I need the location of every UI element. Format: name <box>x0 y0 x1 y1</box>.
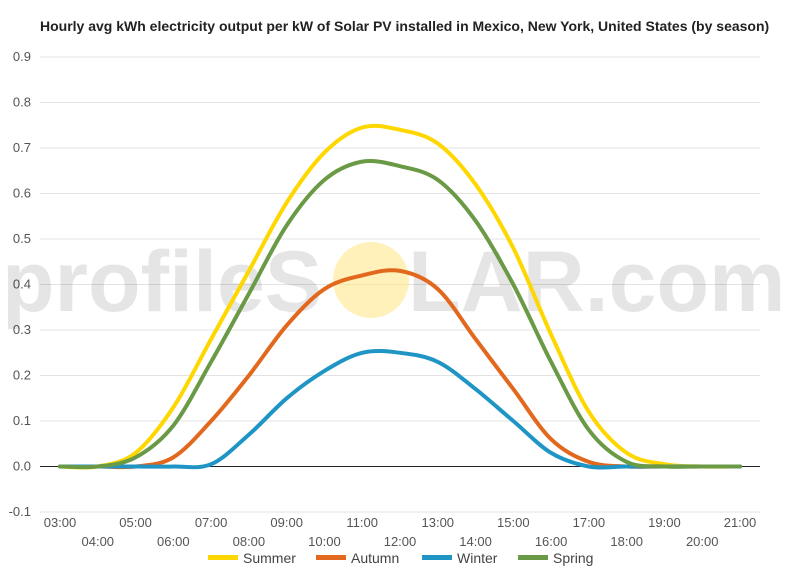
x-tick-label: 05:00 <box>119 515 152 530</box>
legend-swatch-spring <box>518 555 548 560</box>
series-line-summer <box>58 123 742 470</box>
x-tick-label: 13:00 <box>422 515 455 530</box>
y-tick-label: 0.7 <box>13 140 31 155</box>
legend-swatch-winter <box>422 555 452 560</box>
watermark-text-right: LAR.com <box>408 234 785 330</box>
legend-label-summer: Summer <box>243 550 296 566</box>
x-tick-label: 16:00 <box>535 534 568 549</box>
y-tick-label: 0.2 <box>13 368 31 383</box>
x-tick-label: 11:00 <box>346 515 378 530</box>
y-tick-label: 0.8 <box>13 95 31 110</box>
series-lines <box>58 123 742 470</box>
legend-label-autumn: Autumn <box>351 550 399 566</box>
x-tick-label: 19:00 <box>648 515 681 530</box>
x-tick-label: 09:00 <box>270 515 303 530</box>
watermark-sun-icon <box>333 242 409 318</box>
x-tick-label: 20:00 <box>686 534 719 549</box>
series-line-winter <box>58 349 742 470</box>
y-axis-ticks: -0.1 0.0 0.1 0.2 0.3 0.4 0.5 0.6 0.7 0.8 0.9 <box>9 49 31 519</box>
legend-label-spring: Spring <box>553 550 593 566</box>
x-tick-label: 18:00 <box>610 534 643 549</box>
x-tick-label: 04:00 <box>82 534 115 549</box>
y-tick-label: 0.6 <box>13 186 31 201</box>
y-tick-label: 0.9 <box>13 49 31 64</box>
x-tick-label: 14:00 <box>459 534 492 549</box>
legend-label-winter: Winter <box>457 550 498 566</box>
y-tick-label: 0.3 <box>13 322 31 337</box>
x-tick-label: 08:00 <box>233 534 266 549</box>
watermark: profileS LAR.com <box>2 234 785 330</box>
watermark-text-left: profileS <box>2 234 322 330</box>
y-tick-label: -0.1 <box>9 504 31 519</box>
x-axis-ticks: 03:00 04:00 05:00 06:00 07:00 08:00 09:00 10:00… <box>44 515 757 549</box>
chart-title: Hourly avg kWh electricity output per kW… <box>40 18 770 34</box>
legend-swatch-autumn <box>316 555 346 560</box>
y-tick-label: 0.0 <box>13 459 31 474</box>
x-tick-label: 12:00 <box>384 534 417 549</box>
x-tick-label: 07:00 <box>195 515 228 530</box>
legend: Summer Autumn Winter Spring <box>208 550 593 566</box>
x-tick-label: 10:00 <box>308 534 341 549</box>
x-tick-label: 17:00 <box>573 515 606 530</box>
series-line-spring <box>58 158 742 470</box>
x-tick-label: 21:00 <box>724 515 757 530</box>
x-tick-label: 06:00 <box>157 534 190 549</box>
x-tick-label: 03:00 <box>44 515 77 530</box>
legend-swatch-summer <box>208 555 238 560</box>
x-tick-label: 15:00 <box>497 515 530 530</box>
y-tick-label: 0.1 <box>13 413 31 428</box>
y-tick-label: 0.4 <box>13 277 31 292</box>
grid-lines <box>40 56 760 513</box>
y-tick-label: 0.5 <box>13 231 31 246</box>
